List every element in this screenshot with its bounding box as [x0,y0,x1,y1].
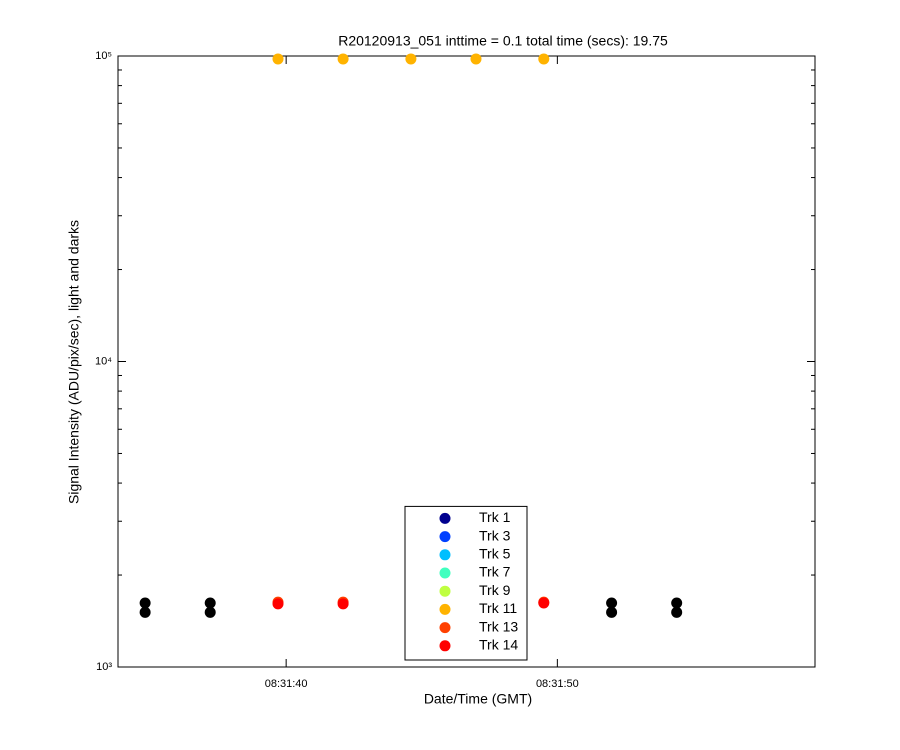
legend-marker [439,603,451,615]
y-tick-label: 10⁴ [95,355,112,367]
legend-marker [439,549,451,561]
point [204,606,216,618]
x-tick-label: 08:31:40 [265,678,308,690]
legend-label: Trk 3 [479,527,511,543]
point [671,597,683,609]
legend-label: Trk 7 [479,564,511,580]
point [139,597,151,609]
point [139,606,151,618]
legend-label: Trk 5 [479,546,511,562]
legend-marker [439,585,451,597]
chart-title: R20120913_051 inttime = 0.1 total time (… [338,33,668,49]
point [337,53,349,65]
x-axis-label: Date/Time (GMT) [424,691,532,707]
point [606,597,618,609]
point [671,606,683,618]
legend-marker [439,640,451,652]
legend-label: Trk 11 [479,600,517,616]
legend-label: Trk 14 [479,637,518,653]
legend-label: Trk 1 [479,509,511,525]
legend [404,505,528,661]
legend-marker [439,531,451,543]
point [606,606,618,618]
point [470,53,482,65]
point [538,53,550,65]
legend-label: Trk 13 [479,618,518,634]
x-tick-label: 08:31:50 [536,678,579,690]
point [405,53,417,65]
legend-label: Trk 9 [479,582,511,598]
point [538,597,550,609]
legend-marker [439,512,451,524]
point [337,598,349,610]
legend-marker [439,567,451,579]
y-tick-label: 10⁵ [95,50,112,62]
point [272,598,284,610]
point [204,597,216,609]
y-axis-label: Signal Intensity (ADU/pix/sec), light an… [66,220,82,504]
legend-marker [439,622,451,634]
y-tick-label: 10³ [96,661,112,673]
point [272,53,284,65]
